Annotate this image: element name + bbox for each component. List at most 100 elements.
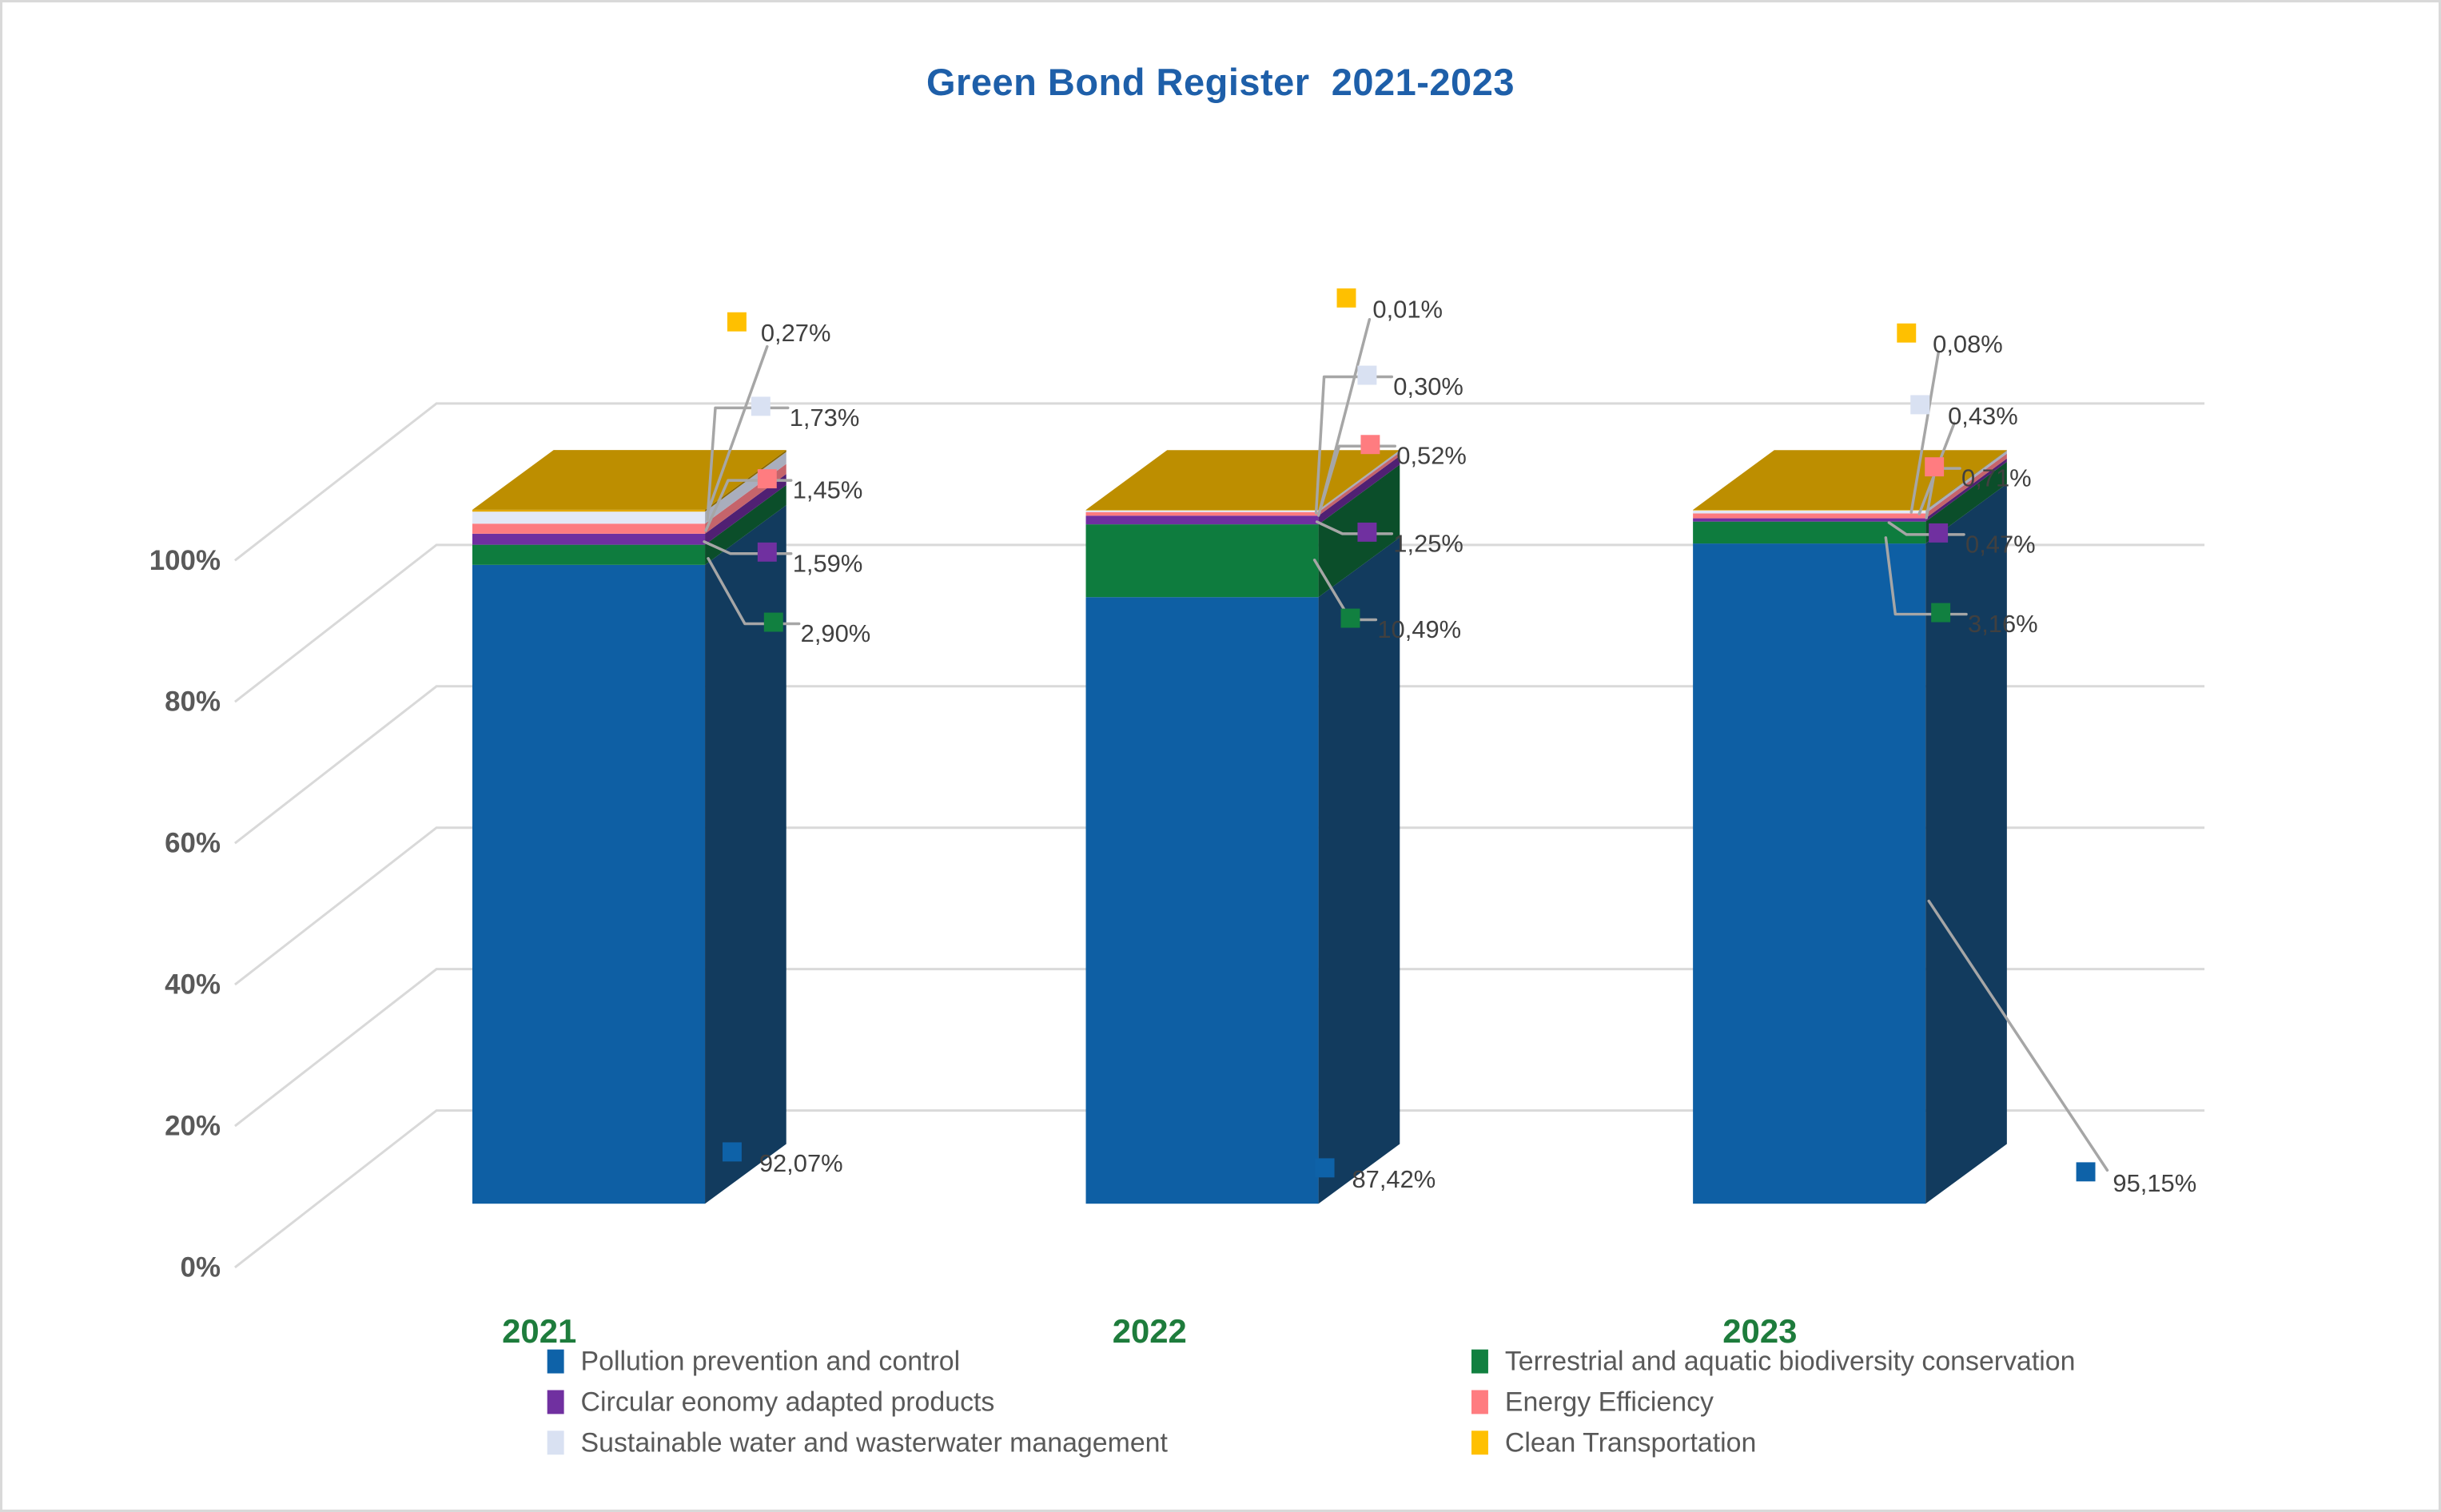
legend-label-series-1: Terrestrial and aquatic biodiversity con… [1505, 1347, 2076, 1377]
bar-2022-segment-front-5 [1085, 510, 1319, 511]
bar-2022-segment-side-4 [1318, 450, 1400, 512]
bar-2023-segment-side-2 [1925, 458, 2007, 522]
data-label-2021-series-3: 1,45% [793, 476, 863, 504]
y-axis-tick-60%: 60% [165, 828, 221, 859]
bar-2021-segment-side-0 [705, 505, 786, 1204]
bar-2022-segment-side-5 [1318, 450, 1400, 511]
data-label-2022-series-2: 1,25% [1393, 529, 1463, 557]
data-label-marker-2022-series-4 [1357, 365, 1377, 385]
legend-marker-series-2 [547, 1390, 564, 1415]
bar-2023-segment-side-4 [1925, 450, 2007, 514]
bar-2023-segment-front-5 [1693, 509, 1926, 511]
data-label-2022-series-3: 0,52% [1396, 442, 1467, 470]
data-label-marker-2021-series-2 [757, 542, 777, 562]
legend-marker-series-3 [1471, 1390, 1488, 1415]
data-label-marker-2023-series-5 [1897, 323, 1917, 343]
bar-2021-segment-side-1 [705, 484, 786, 565]
legend-label-series-3: Energy Efficiency [1505, 1387, 1714, 1417]
data-label-2023-series-1: 3,16% [1968, 610, 2038, 638]
legend-label-series-5: Clean Transportation [1505, 1427, 1756, 1458]
leader-line-2021-series-5 [706, 344, 769, 515]
bar-2022-segment-side-3 [1318, 452, 1400, 516]
data-label-marker-2023-series-4 [1910, 395, 1930, 415]
data-label-marker-2022-series-3 [1360, 435, 1380, 455]
bar-2021-segment-front-5 [472, 509, 706, 512]
data-label-marker-2021-series-1 [763, 612, 783, 632]
data-label-marker-2022-series-5 [1336, 288, 1356, 308]
bar-2022-segment-front-4 [1085, 510, 1319, 512]
gridline [234, 968, 2205, 1128]
data-label-marker-2021-series-4 [751, 396, 771, 416]
data-label-2021-series-5: 0,27% [761, 319, 831, 347]
bar-2022-top-face [1085, 450, 1400, 511]
bar-2023-segment-side-0 [1925, 483, 2007, 1204]
data-label-marker-2023-series-0 [2076, 1162, 2096, 1182]
gridline [234, 1109, 2205, 1269]
data-label-marker-2022-series-2 [1357, 522, 1377, 542]
data-label-2022-series-4: 0,30% [1393, 372, 1463, 400]
data-label-2021-series-1: 2,90% [801, 619, 871, 647]
y-axis-tick-80%: 80% [165, 686, 221, 718]
gridline [234, 543, 2205, 703]
data-label-marker-2022-series-0 [1315, 1158, 1335, 1178]
legend-marker-series-4 [547, 1430, 564, 1455]
gridline [234, 685, 2205, 845]
data-label-2023-series-0: 95,15% [2112, 1169, 2196, 1197]
data-label-marker-2022-series-1 [1340, 608, 1360, 628]
y-axis-tick-40%: 40% [165, 969, 221, 1001]
bar-2021-segment-front-4 [472, 511, 706, 524]
data-label-2023-series-2: 0,47% [1965, 530, 2036, 558]
leader-line-2023-series-5 [1909, 351, 1940, 514]
bar-2022-segment-side-0 [1318, 537, 1400, 1204]
bar-2023-segment-side-5 [1925, 450, 2007, 511]
bar-2021-segment-front-2 [472, 533, 706, 545]
gridline [234, 826, 2205, 986]
y-axis-tick-100%: 100% [149, 545, 221, 576]
chart-title: Green Bond Register 2021-2023 [926, 61, 1515, 103]
legend-label-series-4: Sustainable water and wasterwater manage… [581, 1427, 1169, 1458]
data-label-2021-series-2: 1,59% [793, 549, 863, 577]
data-label-marker-2023-series-3 [1925, 457, 1945, 477]
bar-2021-segment-front-0 [472, 564, 706, 1204]
bar-2021-segment-front-1 [472, 544, 706, 565]
data-label-2023-series-5: 0,08% [1933, 330, 2003, 358]
bar-2022-segment-front-0 [1085, 597, 1319, 1204]
y-axis-tick-20%: 20% [165, 1111, 221, 1142]
y-axis-tick-0%: 0% [181, 1251, 221, 1283]
data-label-2021-series-4: 1,73% [790, 404, 860, 432]
legend-marker-series-1 [1471, 1349, 1488, 1374]
legend-marker-series-5 [1471, 1430, 1488, 1455]
x-axis-category-2022: 2022 [1113, 1312, 1187, 1350]
bar-2023-segment-front-0 [1693, 543, 1926, 1204]
bar-2021-segment-front-3 [472, 523, 706, 534]
bar-2023-segment-front-4 [1693, 510, 1926, 514]
legend-marker-series-0 [547, 1349, 564, 1374]
data-label-2022-series-1: 10,49% [1377, 615, 1461, 643]
data-label-2023-series-3: 0,71% [1961, 464, 2032, 492]
bar-2022-segment-side-2 [1318, 456, 1400, 525]
bar-2021-segment-side-2 [705, 474, 786, 545]
bar-2023-segment-side-3 [1925, 453, 2007, 519]
x-axis-category-2021: 2021 [502, 1312, 576, 1350]
bar-2022-segment-front-3 [1085, 511, 1319, 516]
data-label-marker-2023-series-2 [1929, 523, 1949, 543]
bar-2022-segment-front-1 [1085, 524, 1319, 598]
bar-2023-segment-front-2 [1693, 518, 1926, 522]
x-axis-category-2023: 2023 [1722, 1312, 1797, 1350]
legend-label-series-2: Circular eonomy adapted products [581, 1387, 995, 1417]
data-label-2022-series-5: 0,01% [1372, 295, 1443, 323]
data-label-2022-series-0: 87,42% [1352, 1165, 1436, 1193]
data-label-2021-series-0: 92,07% [759, 1149, 843, 1177]
data-label-marker-2023-series-1 [1931, 603, 1951, 623]
bar-2023-segment-side-1 [1925, 461, 2007, 544]
data-label-marker-2021-series-5 [727, 312, 747, 332]
bar-2023-segment-front-3 [1693, 513, 1926, 519]
data-label-marker-2021-series-3 [757, 469, 777, 489]
data-label-marker-2021-series-0 [722, 1142, 742, 1162]
leader-line-2023-series-0 [1927, 899, 2109, 1172]
bar-2022-segment-front-2 [1085, 515, 1319, 525]
legend-label-series-0: Pollution prevention and control [581, 1347, 961, 1377]
data-label-2023-series-4: 0,43% [1948, 402, 2018, 430]
